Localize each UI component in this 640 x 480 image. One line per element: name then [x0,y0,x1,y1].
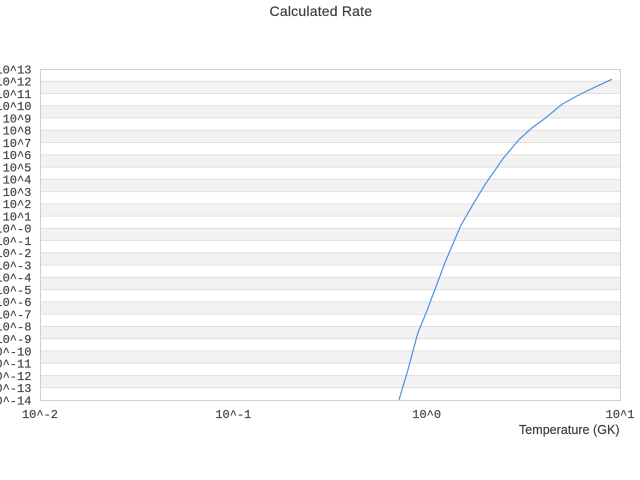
svg-text:10^-10: 10^-10 [0,345,31,359]
svg-text:10^-11: 10^-11 [0,358,31,372]
svg-text:10^-1: 10^-1 [0,235,31,249]
svg-text:10^2: 10^2 [3,198,32,212]
svg-text:10^-3: 10^-3 [0,259,31,273]
svg-text:10^10: 10^10 [0,100,31,114]
svg-text:10^0: 10^0 [412,408,441,422]
svg-text:10^-7: 10^-7 [0,308,31,322]
svg-text:10^6: 10^6 [3,149,32,163]
svg-text:10^1: 10^1 [606,408,635,422]
svg-text:10^4: 10^4 [3,174,32,188]
svg-text:10^-9: 10^-9 [0,333,31,347]
svg-text:10^-2: 10^-2 [0,247,31,261]
svg-text:10^-4: 10^-4 [0,272,31,286]
svg-text:10^9: 10^9 [3,112,32,126]
svg-text:10^-6: 10^-6 [0,296,31,310]
svg-text:10^7: 10^7 [3,137,32,151]
svg-text:10^-14: 10^-14 [0,394,31,408]
svg-text:10^8: 10^8 [3,125,32,139]
svg-text:10^12: 10^12 [0,76,31,90]
svg-text:Temperature (GK): Temperature (GK) [519,423,620,437]
svg-text:10^-1: 10^-1 [215,408,251,422]
svg-text:10^-0: 10^-0 [0,223,31,237]
svg-text:10^13: 10^13 [0,63,31,77]
svg-text:10^-12: 10^-12 [0,370,31,384]
svg-text:10^3: 10^3 [3,186,32,200]
svg-text:10^-2: 10^-2 [22,408,58,422]
svg-text:10^5: 10^5 [3,161,32,175]
svg-text:10^-5: 10^-5 [0,284,31,298]
svg-text:10^11: 10^11 [0,88,31,102]
svg-text:10^-13: 10^-13 [0,382,31,396]
svg-text:Calculated Rate: Calculated Rate [270,3,373,19]
svg-text:10^1: 10^1 [3,210,32,224]
svg-text:10^-8: 10^-8 [0,321,31,335]
